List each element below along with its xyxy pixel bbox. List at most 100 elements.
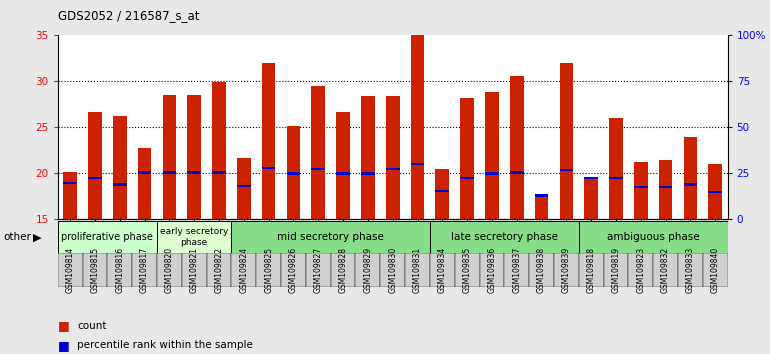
Text: GSM109827: GSM109827 bbox=[313, 247, 323, 293]
Bar bbox=[708, 191, 722, 193]
Text: percentile rank within the sample: percentile rank within the sample bbox=[77, 340, 253, 350]
Text: GSM109820: GSM109820 bbox=[165, 247, 174, 293]
Text: proliferative phase: proliferative phase bbox=[62, 232, 153, 242]
Text: GSM109817: GSM109817 bbox=[140, 247, 149, 293]
Bar bbox=[504, 253, 529, 287]
Bar bbox=[262, 167, 276, 169]
Bar bbox=[213, 171, 226, 174]
Bar bbox=[534, 194, 548, 197]
Bar bbox=[107, 253, 132, 287]
Bar bbox=[684, 183, 698, 185]
Text: GDS2052 / 216587_s_at: GDS2052 / 216587_s_at bbox=[58, 9, 199, 22]
Text: GSM109839: GSM109839 bbox=[562, 247, 571, 293]
Text: early secretory
phase: early secretory phase bbox=[160, 228, 229, 247]
Text: GSM109826: GSM109826 bbox=[289, 247, 298, 293]
Bar bbox=[306, 253, 330, 287]
Bar bbox=[58, 253, 82, 287]
Text: GSM109828: GSM109828 bbox=[339, 247, 347, 293]
Bar bbox=[460, 177, 474, 179]
Bar bbox=[162, 171, 176, 174]
Bar bbox=[708, 164, 722, 219]
Bar bbox=[628, 253, 653, 287]
Text: GSM109837: GSM109837 bbox=[512, 247, 521, 293]
Bar bbox=[430, 221, 579, 253]
Bar bbox=[232, 253, 256, 287]
Text: GSM109814: GSM109814 bbox=[65, 247, 75, 293]
Text: GSM109834: GSM109834 bbox=[438, 247, 447, 293]
Bar bbox=[187, 171, 201, 174]
Text: GSM109833: GSM109833 bbox=[686, 247, 695, 293]
Text: GSM109816: GSM109816 bbox=[116, 247, 124, 293]
Text: mid secretory phase: mid secretory phase bbox=[277, 232, 384, 242]
Bar bbox=[659, 186, 672, 188]
Bar bbox=[63, 172, 77, 219]
Text: late secretory phase: late secretory phase bbox=[451, 232, 557, 242]
Bar bbox=[609, 177, 623, 179]
Bar bbox=[410, 35, 424, 219]
Bar bbox=[286, 172, 300, 175]
Bar bbox=[311, 86, 325, 219]
Bar bbox=[206, 253, 232, 287]
Text: GSM109836: GSM109836 bbox=[487, 247, 497, 293]
Text: GSM109825: GSM109825 bbox=[264, 247, 273, 293]
Text: GSM109831: GSM109831 bbox=[413, 247, 422, 293]
Bar bbox=[609, 118, 623, 219]
Bar bbox=[436, 190, 449, 192]
Bar bbox=[237, 158, 251, 219]
Bar bbox=[510, 171, 524, 174]
Bar bbox=[187, 95, 201, 219]
Bar bbox=[356, 253, 380, 287]
Bar bbox=[336, 112, 350, 219]
Bar bbox=[157, 253, 182, 287]
Text: GSM109824: GSM109824 bbox=[239, 247, 249, 293]
Bar bbox=[480, 253, 504, 287]
Bar bbox=[410, 163, 424, 165]
Text: GSM109822: GSM109822 bbox=[215, 247, 223, 293]
Bar bbox=[182, 253, 206, 287]
Bar bbox=[232, 221, 430, 253]
Text: GSM109815: GSM109815 bbox=[90, 247, 99, 293]
Bar bbox=[460, 98, 474, 219]
Bar bbox=[361, 172, 375, 175]
Bar bbox=[604, 253, 628, 287]
Text: count: count bbox=[77, 321, 106, 331]
Bar bbox=[560, 63, 573, 219]
Text: GSM109838: GSM109838 bbox=[537, 247, 546, 293]
Bar bbox=[560, 169, 573, 171]
Bar bbox=[659, 160, 672, 219]
Bar bbox=[534, 195, 548, 219]
Bar bbox=[653, 253, 678, 287]
Bar bbox=[529, 253, 554, 287]
Text: GSM109823: GSM109823 bbox=[636, 247, 645, 293]
Bar bbox=[485, 92, 499, 219]
Bar bbox=[386, 168, 400, 170]
Bar bbox=[584, 177, 598, 179]
Bar bbox=[330, 253, 356, 287]
Text: GSM109829: GSM109829 bbox=[363, 247, 373, 293]
Text: GSM109818: GSM109818 bbox=[587, 247, 596, 293]
Bar bbox=[88, 177, 102, 179]
Bar bbox=[88, 112, 102, 219]
Bar bbox=[138, 148, 152, 219]
Bar bbox=[634, 186, 648, 188]
Text: ambiguous phase: ambiguous phase bbox=[607, 232, 699, 242]
Bar bbox=[281, 253, 306, 287]
Bar bbox=[584, 178, 598, 219]
Bar bbox=[82, 253, 107, 287]
Bar bbox=[336, 172, 350, 175]
Bar bbox=[311, 168, 325, 170]
Text: ▶: ▶ bbox=[33, 232, 42, 242]
Bar bbox=[113, 116, 126, 219]
Bar bbox=[237, 185, 251, 188]
Bar bbox=[386, 96, 400, 219]
Bar bbox=[510, 76, 524, 219]
Text: GSM109840: GSM109840 bbox=[711, 247, 720, 293]
Bar bbox=[213, 82, 226, 219]
Text: ■: ■ bbox=[58, 339, 69, 352]
Bar bbox=[256, 253, 281, 287]
Bar bbox=[380, 253, 405, 287]
Bar bbox=[455, 253, 480, 287]
Text: GSM109832: GSM109832 bbox=[661, 247, 670, 293]
Text: other: other bbox=[4, 232, 32, 242]
Bar bbox=[132, 253, 157, 287]
